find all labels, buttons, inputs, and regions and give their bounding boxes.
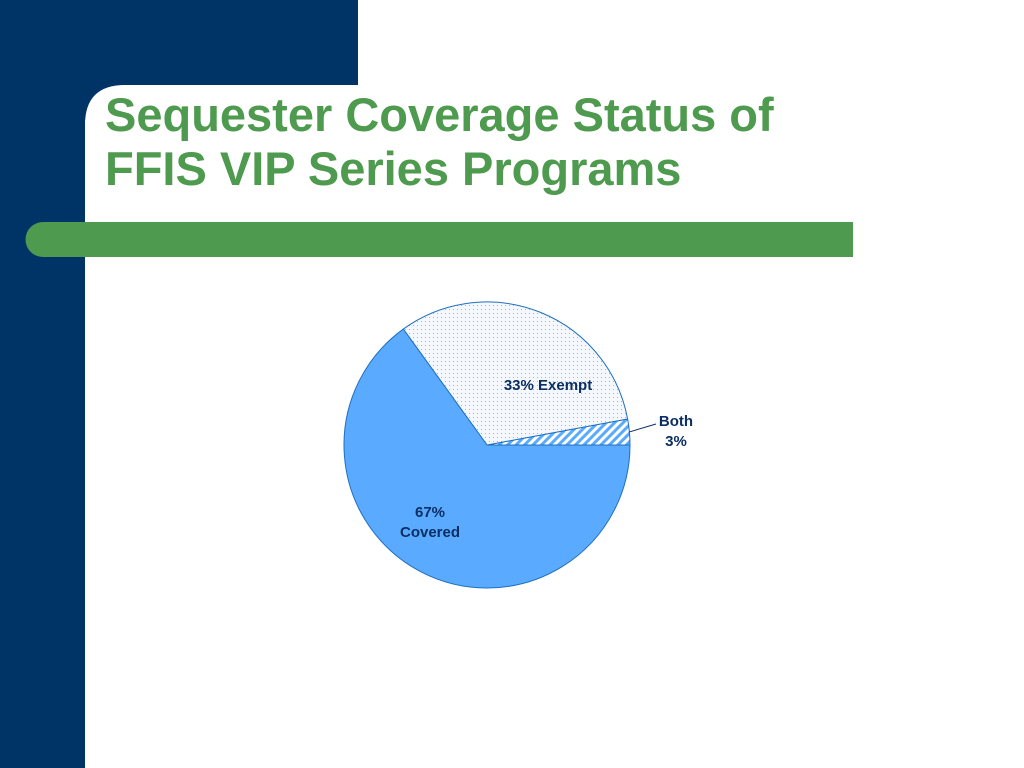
pie: Both 3% 33% Exempt 67% Covered xyxy=(343,301,693,589)
side-band xyxy=(0,0,85,768)
data-label: 67% Covered xyxy=(400,504,460,541)
pie-slice xyxy=(343,328,631,589)
data-label: Both 3% xyxy=(659,413,693,450)
title-rule xyxy=(25,222,853,257)
leader-line xyxy=(629,423,657,433)
pie-slice xyxy=(402,301,629,446)
slide-title: Sequester Coverage Status of FFIS VIP Se… xyxy=(105,88,774,195)
data-label: 33% Exempt xyxy=(504,377,592,394)
